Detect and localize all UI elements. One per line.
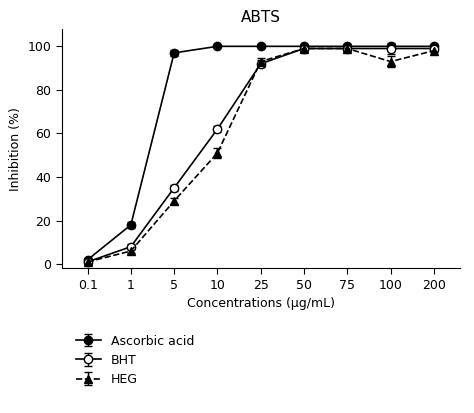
X-axis label: Concentrations (μg/mL): Concentrations (μg/mL): [187, 297, 335, 311]
Title: ABTS: ABTS: [241, 10, 281, 25]
Legend: Ascorbic acid, BHT, HEG: Ascorbic acid, BHT, HEG: [76, 335, 194, 386]
Y-axis label: Inhibition (%): Inhibition (%): [9, 107, 22, 191]
